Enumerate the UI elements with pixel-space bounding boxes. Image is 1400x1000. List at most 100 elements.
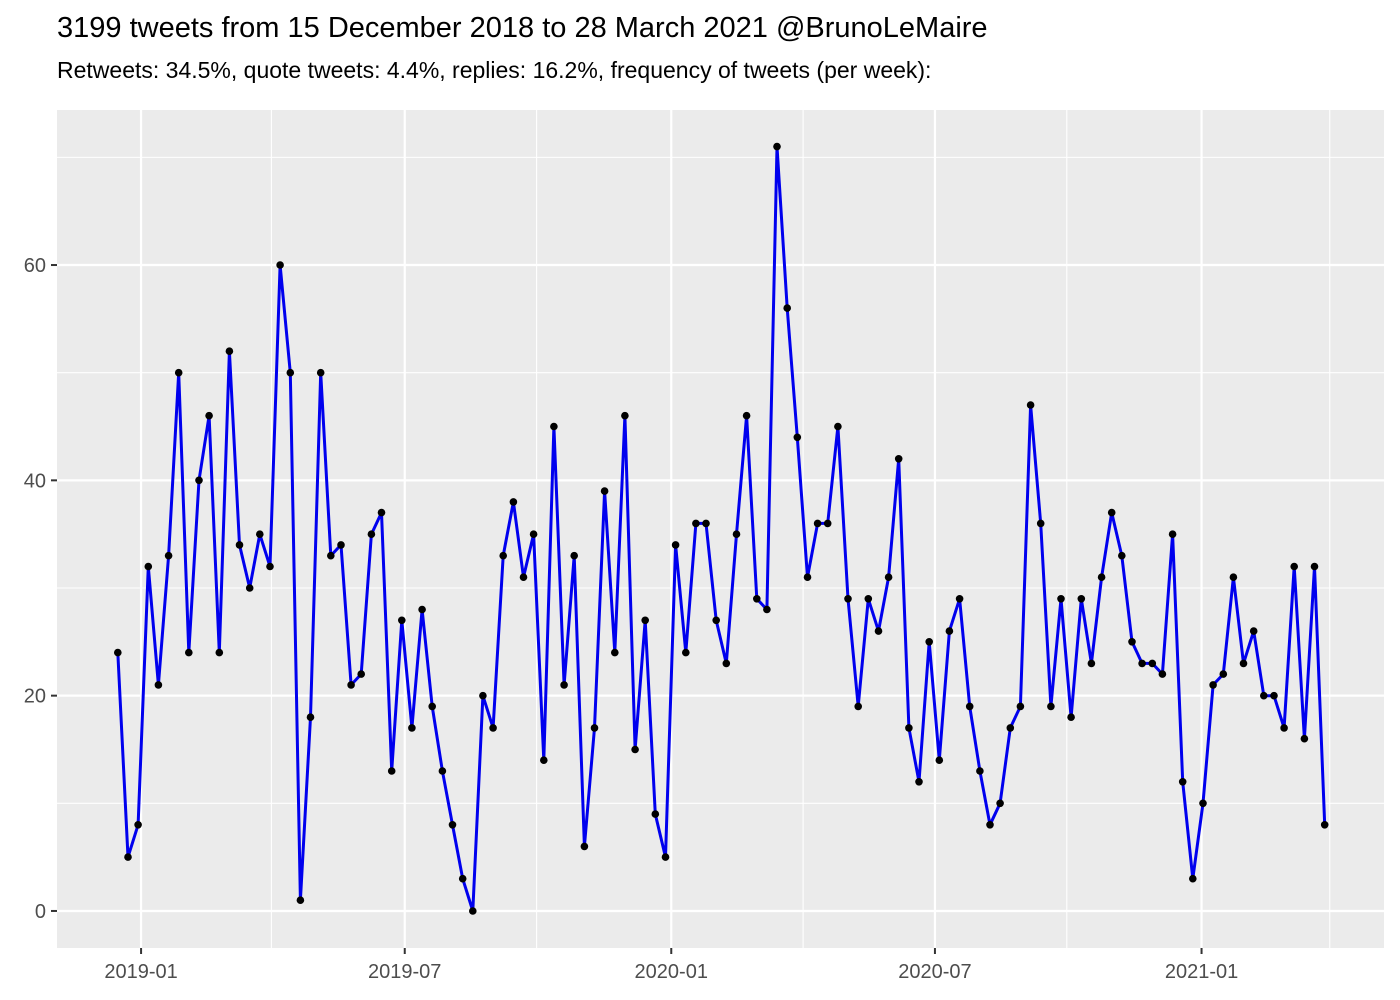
- data-point: [296, 896, 305, 904]
- data-point: [651, 810, 660, 818]
- data-point: [164, 551, 173, 560]
- data-point: [398, 616, 406, 625]
- data-point: [1077, 595, 1086, 603]
- data-point: [134, 821, 142, 829]
- data-point: [753, 595, 761, 603]
- data-point: [499, 551, 508, 560]
- data-point: [935, 756, 944, 764]
- data-point: [682, 648, 690, 657]
- data-point: [245, 584, 254, 592]
- data-point: [894, 455, 903, 463]
- data-point: [915, 778, 923, 786]
- data-point: [1229, 573, 1238, 581]
- x-tick-label: 2019-07: [368, 961, 441, 983]
- data-point: [661, 853, 670, 861]
- data-point: [1209, 681, 1217, 689]
- data-point: [1189, 874, 1197, 883]
- data-point: [732, 530, 741, 538]
- data-point: [519, 573, 528, 581]
- data-point: [1270, 691, 1278, 700]
- data-point: [144, 562, 153, 571]
- data-point: [1239, 659, 1248, 668]
- data-point: [1310, 562, 1319, 571]
- data-point: [1128, 638, 1136, 646]
- data-point: [976, 767, 984, 775]
- data-point: [641, 616, 649, 625]
- data-point: [783, 304, 791, 312]
- data-point: [540, 756, 548, 764]
- data-point: [996, 799, 1004, 808]
- chart-title: 3199 tweets from 15 December 2018 to 28 …: [57, 12, 988, 44]
- data-point: [458, 874, 467, 883]
- data-point: [215, 648, 224, 657]
- data-point: [671, 541, 680, 549]
- data-point: [1249, 627, 1258, 635]
- data-point: [712, 616, 720, 625]
- data-point: [529, 530, 538, 538]
- data-point: [560, 681, 568, 689]
- data-point: [337, 541, 345, 549]
- data-point: [1057, 595, 1065, 603]
- data-point: [1036, 519, 1045, 528]
- data-point: [1280, 724, 1288, 732]
- data-point: [428, 702, 437, 711]
- data-point: [955, 595, 964, 603]
- data-point: [1290, 562, 1298, 571]
- x-tick-label: 2021-01: [1165, 961, 1238, 983]
- data-point: [773, 142, 781, 151]
- data-point: [1168, 530, 1177, 538]
- data-point: [823, 519, 832, 528]
- data-point: [986, 821, 994, 829]
- data-point: [905, 724, 913, 732]
- data-point: [377, 508, 386, 517]
- data-point: [418, 605, 426, 614]
- data-point: [570, 551, 578, 560]
- data-point: [874, 627, 883, 635]
- data-point: [235, 541, 244, 549]
- data-point: [813, 519, 822, 528]
- data-point: [306, 713, 315, 721]
- data-point: [1260, 691, 1268, 700]
- data-point: [185, 648, 193, 657]
- plot-panel: [57, 110, 1384, 948]
- data-point: [550, 422, 558, 431]
- data-point: [692, 519, 700, 528]
- data-point: [945, 627, 954, 635]
- data-point: [702, 519, 710, 528]
- data-point: [884, 573, 893, 581]
- data-point: [580, 842, 589, 851]
- frequency-line: [116, 145, 1327, 913]
- data-point: [286, 368, 295, 377]
- y-tick-label: 60: [24, 255, 46, 277]
- data-point: [195, 476, 203, 485]
- data-point: [347, 681, 355, 689]
- data-point: [1087, 659, 1096, 668]
- data-point: [742, 411, 751, 420]
- data-point: [1107, 508, 1116, 517]
- data-point: [864, 595, 873, 603]
- data-point: [357, 670, 366, 678]
- x-tick-label: 2020-01: [635, 961, 708, 983]
- data-point: [469, 907, 477, 915]
- data-point: [600, 487, 609, 495]
- data-point: [1320, 821, 1329, 829]
- data-point: [124, 853, 132, 861]
- data-point: [479, 691, 487, 700]
- data-point: [438, 767, 447, 775]
- data-point: [387, 767, 396, 775]
- data-point: [448, 821, 457, 829]
- data-point: [611, 648, 619, 657]
- data-point: [1006, 724, 1015, 732]
- data-point: [1219, 670, 1228, 678]
- data-point: [1158, 670, 1167, 678]
- data-point: [1118, 551, 1126, 560]
- data-point: [854, 702, 862, 711]
- data-point: [205, 411, 213, 420]
- data-point: [793, 433, 802, 442]
- data-point: [1067, 713, 1075, 721]
- data-point: [225, 347, 234, 356]
- data-point: [803, 573, 812, 581]
- y-tick-label: 20: [24, 686, 46, 708]
- data-point: [255, 530, 264, 538]
- data-point: [1300, 734, 1309, 743]
